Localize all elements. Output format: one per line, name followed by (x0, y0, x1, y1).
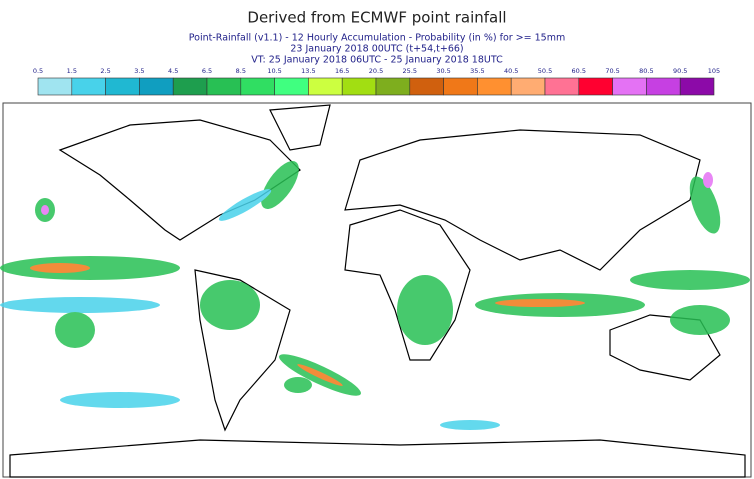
color-box (206, 77, 242, 96)
color-box (510, 77, 546, 96)
colorbar-label: 25.5 (403, 67, 417, 75)
colorbar-label: 60.5 (572, 67, 586, 75)
rain-area (41, 205, 49, 215)
rain-area (0, 297, 160, 313)
color-box (646, 77, 681, 96)
color-box (71, 77, 106, 96)
colorbar-label: 1.5 (67, 67, 77, 75)
color-box (105, 77, 140, 96)
colorbar-label: 90.5 (673, 67, 687, 75)
color-box (409, 77, 444, 96)
colorbar-label: 6.5 (202, 67, 212, 75)
colorbar-label: 50.5 (538, 67, 552, 75)
colorbar-label: 30.5 (436, 67, 450, 75)
color-box (172, 77, 208, 96)
colorbar-label: 2.5 (100, 67, 110, 75)
colorbar-label: 40.5 (504, 67, 518, 75)
title: Derived from ECMWF point rainfall (247, 9, 506, 27)
colorbar-label: 8.5 (236, 67, 246, 75)
color-box (443, 77, 478, 96)
colorbar: 0.5 1.5 2.5 3.5 4.5 6.5 8.5 10.5 13.5 16.5 20.5 25.… (33, 67, 720, 96)
color-box (139, 77, 174, 96)
eurasia (344, 129, 701, 271)
color-box (308, 77, 343, 96)
color-box (274, 77, 309, 96)
rain-area (440, 420, 500, 430)
rain-area (30, 263, 90, 273)
rain-area (297, 364, 343, 386)
rain-area (703, 172, 713, 188)
color-box (578, 77, 613, 96)
subtitle: VT: 25 January 2018 06UTC - 25 January 2… (251, 55, 503, 66)
rain-area (397, 275, 453, 345)
map (0, 102, 752, 478)
color-box (341, 77, 377, 96)
rain-area (55, 312, 95, 348)
rain-area (495, 299, 585, 307)
rain-area (284, 377, 312, 393)
color-box (679, 77, 715, 96)
colorbar-label: 35.5 (470, 67, 484, 75)
color-box (544, 77, 580, 96)
rain-area (689, 176, 721, 234)
colorbar-label: 3.5 (134, 67, 144, 75)
subtitle: Point-Rainfall (v1.1) - 12 Hourly Accumu… (189, 33, 565, 44)
rain-area (630, 270, 750, 290)
greenland (269, 104, 331, 151)
rainfall-areas (0, 161, 750, 430)
color-box (240, 77, 275, 96)
colorbar-label: 0.5 (33, 67, 43, 75)
colorbar-label: 13.5 (301, 67, 315, 75)
rain-area (60, 392, 180, 408)
colorbar-label: 105 (708, 67, 720, 75)
color-box (375, 77, 411, 96)
rain-area (261, 161, 299, 209)
colorbar-label: 80.5 (639, 67, 653, 75)
antarctica (9, 439, 746, 478)
rain-area (200, 280, 260, 330)
colorbar-label: 4.5 (168, 67, 178, 75)
rain-area (670, 305, 730, 335)
subtitle: 23 January 2018 00UTC (t+54,t+66) (290, 44, 463, 55)
rain-area (218, 189, 272, 221)
colorbar-label: 70.5 (605, 67, 619, 75)
color-box (37, 77, 73, 96)
colorbar-label: 16.5 (335, 67, 349, 75)
color-box (477, 77, 512, 96)
colorbar-label: 20.5 (369, 67, 383, 75)
colorbar-label: 10.5 (267, 67, 281, 75)
color-box (612, 77, 647, 96)
